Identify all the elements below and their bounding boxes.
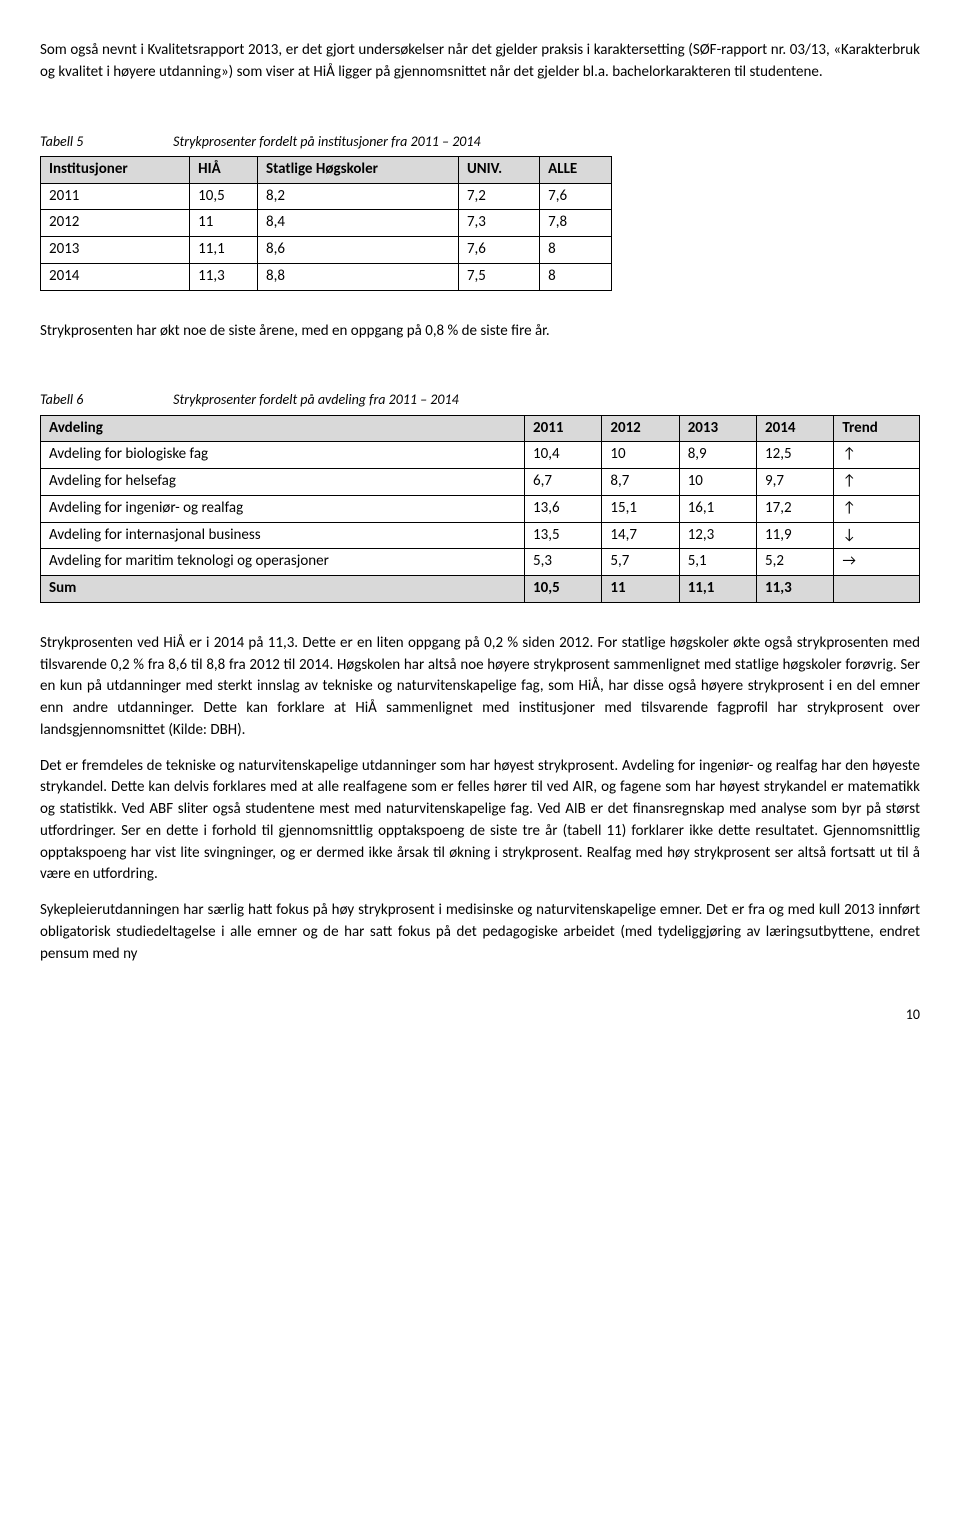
table6-caption-text: Strykprosenter fordelt på avdeling fra 2… <box>173 391 459 408</box>
page-number: 10 <box>40 1005 920 1025</box>
intro-paragraph: Som også nevnt i Kvalitetsrapport 2013, … <box>40 40 920 84</box>
table-header: Institusjoner <box>41 156 190 183</box>
table5: Institusjoner HIÅ Statlige Høgskoler UNI… <box>40 156 612 291</box>
table-row: 2013 11,1 8,6 7,6 8 <box>41 237 612 264</box>
table-header: Avdeling <box>41 415 525 442</box>
table-row: 2011 10,5 8,2 7,2 7,6 <box>41 183 612 210</box>
table-header: Statlige Høgskoler <box>257 156 458 183</box>
table-header: UNIV. <box>458 156 539 183</box>
table5-caption-text: Strykprosenter fordelt på institusjoner … <box>173 133 480 150</box>
body-paragraph-3: Sykepleierutdanningen har særlig hatt fo… <box>40 900 920 965</box>
table-header: 2014 <box>757 415 834 442</box>
table-row: Avdeling for maritim teknologi og operas… <box>41 549 920 576</box>
sum-label: Sum <box>41 576 525 603</box>
trend-arrow-up-icon: ↑ <box>834 442 920 469</box>
table-header-row: Institusjoner HIÅ Statlige Høgskoler UNI… <box>41 156 612 183</box>
table-header: 2013 <box>679 415 756 442</box>
table-row: Avdeling for biologiske fag 10,4 10 8,9 … <box>41 442 920 469</box>
table6-caption: Tabell 6 Strykprosenter fordelt på avdel… <box>40 390 920 410</box>
table6-caption-num: Tabell 6 <box>40 390 170 410</box>
table-row: Avdeling for internasjonal business 13,5… <box>41 522 920 549</box>
trend-arrow-up-icon: ↑ <box>834 469 920 496</box>
table5-caption: Tabell 5 Strykprosenter fordelt på insti… <box>40 132 920 152</box>
table-header: 2011 <box>525 415 602 442</box>
body-paragraph-1: Strykprosenten ved HiÅ er i 2014 på 11,3… <box>40 633 920 742</box>
table-header-row: Avdeling 2011 2012 2013 2014 Trend <box>41 415 920 442</box>
trend-arrow-down-icon: ↓ <box>834 522 920 549</box>
mid-paragraph: Strykprosenten har økt noe de siste åren… <box>40 321 920 343</box>
table-header: ALLE <box>540 156 612 183</box>
table-header: HIÅ <box>190 156 258 183</box>
table6: Avdeling 2011 2012 2013 2014 Trend Avdel… <box>40 415 920 603</box>
table-row: Avdeling for ingeniør- og realfag 13,6 1… <box>41 495 920 522</box>
table-row: Avdeling for helsefag 6,7 8,7 10 9,7 ↑ <box>41 469 920 496</box>
table-row: 2014 11,3 8,8 7,5 8 <box>41 263 612 290</box>
table-header: 2012 <box>602 415 679 442</box>
table-row: 2012 11 8,4 7,3 7,8 <box>41 210 612 237</box>
body-paragraph-2: Det er fremdeles de tekniske og naturvit… <box>40 756 920 887</box>
trend-arrow-right-icon: → <box>834 549 920 576</box>
table-sum-row: Sum 10,5 11 11,1 11,3 <box>41 576 920 603</box>
table-header: Trend <box>834 415 920 442</box>
trend-arrow-up-icon: ↑ <box>834 495 920 522</box>
table5-caption-num: Tabell 5 <box>40 132 170 152</box>
